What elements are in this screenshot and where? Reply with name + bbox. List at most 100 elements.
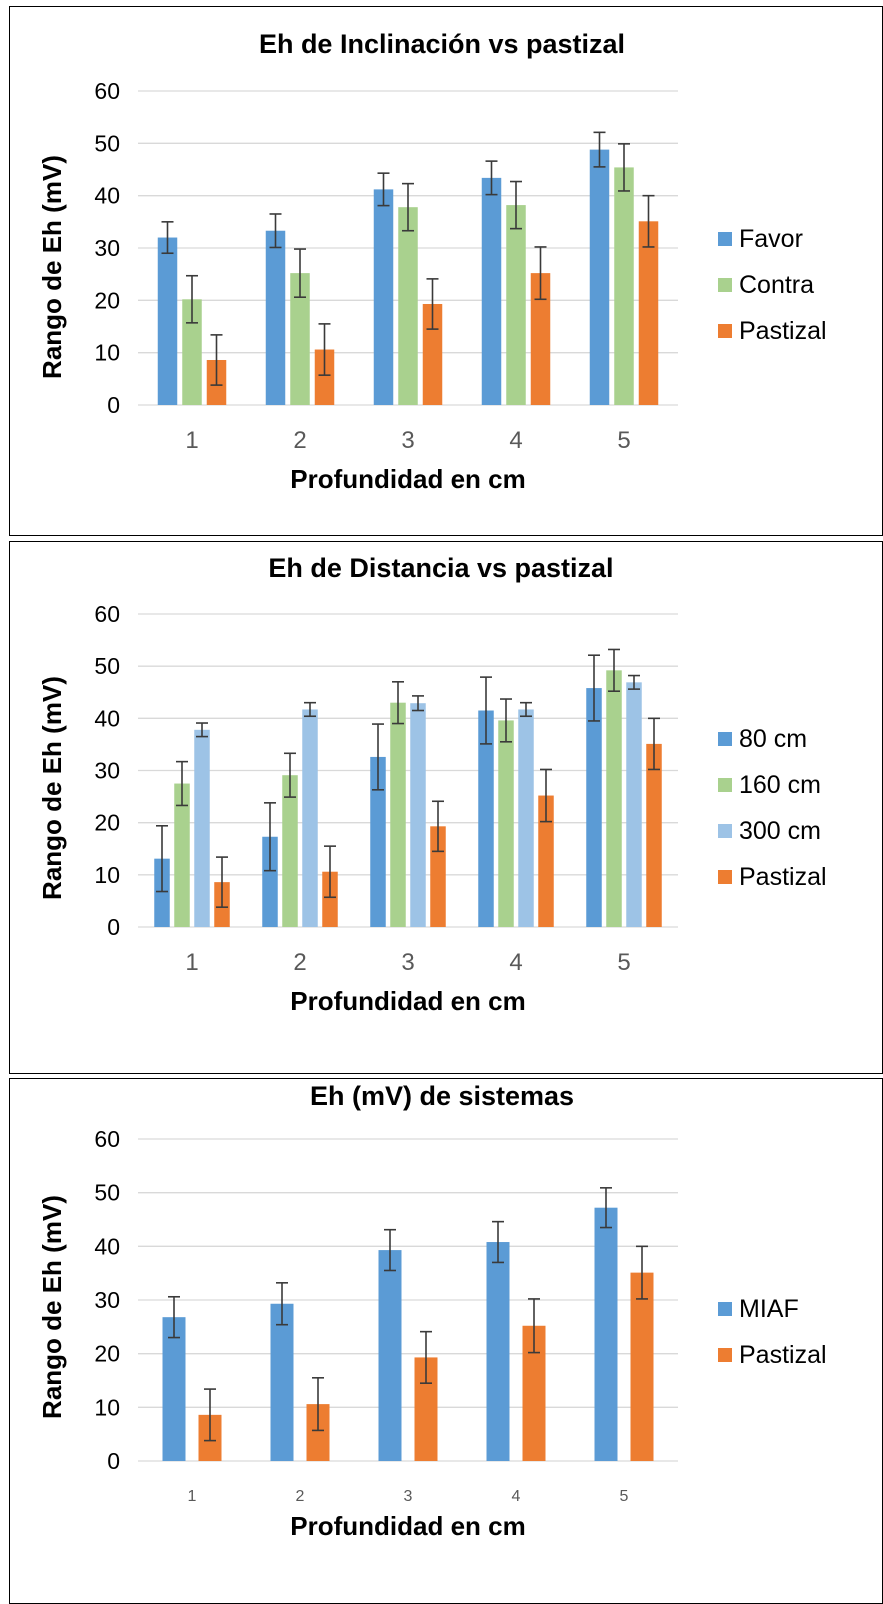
bar-pastizal-2 <box>322 871 338 927</box>
bar-160-cm-3 <box>390 702 406 927</box>
x-tick-label: 5 <box>617 949 630 976</box>
x-tick-label: 1 <box>185 949 198 976</box>
chart-title: Eh de Distancia vs pastizal <box>268 553 613 583</box>
chart-panel-distancia: Eh de Distancia vs pastizal Rango de Eh … <box>9 541 883 1074</box>
bar-contra-5 <box>614 167 634 405</box>
error-bar <box>588 654 600 722</box>
bar-contra-2 <box>290 273 310 405</box>
error-bar <box>294 248 306 298</box>
bar-80-cm-4 <box>478 710 494 927</box>
bar-pastizal-4 <box>522 1325 546 1461</box>
bar-300-cm-2 <box>302 709 318 927</box>
y-tick-label: 20 <box>94 810 120 836</box>
bar-300-cm-1 <box>194 729 210 927</box>
y-tick-label: 60 <box>94 601 120 627</box>
error-bar <box>304 701 316 718</box>
error-bar <box>412 695 424 712</box>
error-bar <box>269 213 282 249</box>
error-bar <box>642 194 655 248</box>
error-bar <box>186 274 198 324</box>
bar-pastizal-5 <box>630 1272 654 1461</box>
error-bar <box>392 681 404 725</box>
y-tick-label: 40 <box>94 705 120 731</box>
bar-pastizal-2 <box>314 349 335 405</box>
error-bar <box>528 1298 540 1354</box>
error-bar <box>534 246 547 301</box>
error-bar <box>156 824 168 893</box>
chart-panel-inclinacion: Eh de Inclinación vs pastizal Rango de E… <box>9 6 883 536</box>
legend-swatch <box>718 1348 732 1362</box>
chart-title: Eh de Inclinación vs pastizal <box>259 29 625 59</box>
bar-contra-1 <box>182 299 202 405</box>
x-tick-label: 2 <box>293 427 306 454</box>
legend-swatch <box>718 278 732 292</box>
bar-300-cm-4 <box>518 709 534 927</box>
y-tick-label: 10 <box>94 862 120 888</box>
legend-item: Pastizal <box>718 863 827 891</box>
y-tick-label: 0 <box>107 392 120 418</box>
bar-80-cm-1 <box>154 858 170 927</box>
x-tick-label: 4 <box>509 949 522 976</box>
error-bar <box>608 648 620 693</box>
legend-item: Pastizal <box>718 1341 827 1369</box>
y-axis-title: Rango de Eh (mV) <box>37 676 67 900</box>
x-tick-label: 2 <box>296 1488 305 1505</box>
error-bar <box>510 180 522 230</box>
bar-contra-3 <box>398 207 418 405</box>
error-bar <box>648 717 660 771</box>
y-tick-label: 30 <box>94 235 120 261</box>
error-bar <box>500 698 512 743</box>
legend-item: 300 cm <box>718 817 821 845</box>
legend-swatch <box>718 324 732 338</box>
bar-300-cm-3 <box>410 703 426 927</box>
bar-80-cm-2 <box>262 836 278 927</box>
chart-distancia: Eh de Distancia vs pastizal Rango de Eh … <box>37 553 827 1016</box>
error-bar <box>618 143 630 192</box>
legend-swatch <box>718 870 732 884</box>
error-bar <box>264 802 276 872</box>
bar-contra-4 <box>506 205 526 405</box>
x-tick-label: 4 <box>512 1488 521 1505</box>
legend-item: Pastizal <box>718 317 827 345</box>
y-tick-label: 30 <box>94 1287 120 1313</box>
y-tick-label: 50 <box>94 130 120 156</box>
bar-favor-2 <box>265 230 286 405</box>
chart-panel-sistemas: Eh (mV) de sistemas Rango de Eh (mV) Pro… <box>9 1078 883 1604</box>
error-bar <box>372 723 384 791</box>
legend-item: MIAF <box>718 1295 799 1323</box>
legend-swatch <box>718 778 732 792</box>
error-bar <box>276 1282 288 1326</box>
y-tick-label: 30 <box>94 758 120 784</box>
legend-item: Contra <box>718 271 814 299</box>
error-bar <box>168 1295 180 1339</box>
y-tick-label: 20 <box>94 287 120 313</box>
error-bar <box>210 334 223 386</box>
legend-item: 160 cm <box>718 771 821 799</box>
x-tick-label: 1 <box>188 1488 197 1505</box>
error-bar <box>204 1388 216 1442</box>
bar-80-cm-3 <box>370 756 386 927</box>
legend-item: Favor <box>718 225 803 253</box>
error-bar <box>284 752 296 798</box>
legend-swatch <box>718 232 732 246</box>
y-tick-label: 0 <box>107 914 120 940</box>
error-bar <box>593 131 606 168</box>
bar-pastizal-2 <box>306 1404 330 1461</box>
y-tick-label: 10 <box>94 340 120 366</box>
bar-160-cm-5 <box>606 670 622 927</box>
bar-miaf-1 <box>162 1317 186 1461</box>
chart-inclinacion: Eh de Inclinación vs pastizal Rango de E… <box>37 29 827 494</box>
bar-pastizal-4 <box>530 273 551 405</box>
bar-160-cm-2 <box>282 775 298 927</box>
y-tick-label: 60 <box>94 78 120 104</box>
legend-label: Favor <box>739 225 803 253</box>
bar-favor-4 <box>481 177 502 405</box>
legend-label: 80 cm <box>739 725 807 753</box>
y-tick-label: 40 <box>94 183 120 209</box>
legend-swatch <box>718 732 732 746</box>
error-bar <box>480 676 492 745</box>
y-tick-label: 40 <box>94 1233 120 1259</box>
legend-label: MIAF <box>739 1295 799 1323</box>
x-axis-title: Profundidad en cm <box>290 464 525 494</box>
bar-favor-5 <box>589 149 610 405</box>
